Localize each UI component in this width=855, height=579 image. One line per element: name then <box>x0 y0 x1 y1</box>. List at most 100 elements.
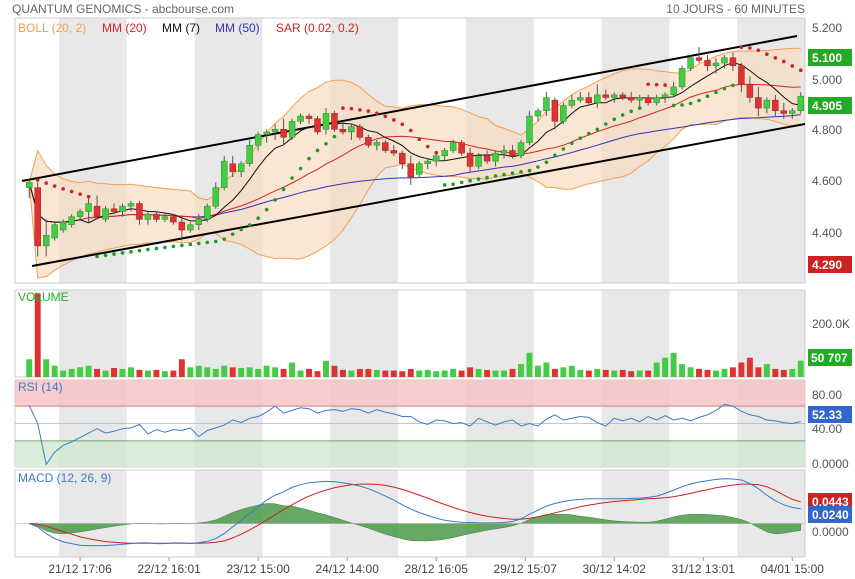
candle-body <box>729 57 737 66</box>
volume-bar <box>373 369 380 377</box>
candle-body <box>449 142 457 151</box>
volume-bar <box>670 352 677 377</box>
sar-dot <box>527 168 532 173</box>
sar-dot <box>315 148 320 153</box>
candle-body <box>51 224 58 239</box>
sar-dot <box>654 82 659 87</box>
legend-mm20: MM (20) <box>102 21 147 35</box>
price-high-value: 5.100 <box>812 51 842 65</box>
volume-bar <box>34 293 41 377</box>
volume-label: VOLUME <box>18 290 69 304</box>
volume-bar <box>763 364 770 377</box>
volume-bar <box>212 368 219 377</box>
sar-dot <box>78 192 82 196</box>
volume-bar <box>729 367 736 377</box>
sar-dot <box>697 98 701 103</box>
volume-bar <box>704 369 711 377</box>
candle-body <box>144 213 152 220</box>
candle-body <box>136 203 143 220</box>
sar-dot <box>230 232 235 236</box>
volume-bar <box>94 368 101 377</box>
volume-bar <box>780 369 787 377</box>
candle-body <box>500 150 508 154</box>
sar-dot <box>612 117 617 122</box>
sar-dot <box>731 83 735 88</box>
candle-body <box>322 113 330 130</box>
volume-bar <box>484 369 491 377</box>
panel-frame <box>14 289 806 378</box>
volume-bar <box>577 369 584 377</box>
price-tick: 4.400 <box>812 226 842 240</box>
candle-body <box>560 105 567 122</box>
rsi-tick: 40.00 <box>812 422 842 436</box>
sar-dot <box>307 156 311 161</box>
volume-panel <box>26 293 804 377</box>
candle-body <box>119 205 126 212</box>
legend-mm7: MM (7) <box>162 21 200 35</box>
candle-body <box>153 213 160 220</box>
candle-body <box>755 97 762 109</box>
candle-body <box>373 142 381 146</box>
sar-dot <box>129 249 133 254</box>
sar-dot <box>222 237 227 241</box>
day-stripe <box>194 290 263 377</box>
candle-body <box>76 211 84 217</box>
candle-body <box>93 205 101 217</box>
sar-dot <box>408 128 413 133</box>
candle-body <box>687 57 694 69</box>
sar-dot <box>680 103 684 107</box>
sar-dot <box>773 56 778 60</box>
volume-bar <box>204 367 211 377</box>
x-tick-label: 31/12 13:01 <box>672 562 736 576</box>
price-tick: 4.800 <box>812 123 842 137</box>
volume-bar <box>51 365 58 377</box>
volume-bar <box>43 359 50 377</box>
volume-bar <box>492 370 499 377</box>
sar-dot <box>756 48 761 53</box>
sar-dot <box>86 194 91 199</box>
volume-bar <box>365 368 372 377</box>
volume-bar <box>585 370 592 377</box>
volume-last-value: 50 707 <box>811 351 848 365</box>
volume-bar <box>467 367 474 377</box>
volume-bar <box>594 368 601 377</box>
sar-dot <box>476 177 481 181</box>
candle-body <box>305 115 313 119</box>
candle-body <box>763 99 771 109</box>
sar-dot <box>637 106 642 110</box>
candle-body <box>551 99 559 122</box>
volume-bar <box>696 368 702 377</box>
macd-label: MACD (12, 26, 9) <box>18 471 111 485</box>
volume-bar <box>721 368 728 377</box>
candle-body <box>619 94 626 98</box>
candle-body <box>102 208 109 220</box>
macd-last-tag <box>808 506 852 523</box>
volume-bar <box>280 368 287 377</box>
volume-bar <box>611 370 618 377</box>
candle-body <box>42 235 50 247</box>
volume-tick: 200.0K <box>812 317 850 331</box>
sar-dot <box>570 141 574 146</box>
volume-bar <box>178 359 185 377</box>
sar-dot <box>790 64 795 68</box>
sar-dot <box>714 90 718 95</box>
panel-frame <box>14 17 806 284</box>
candle-body <box>797 95 804 112</box>
sar-dot <box>154 246 159 251</box>
mm7-line <box>28 62 801 224</box>
volume-bar <box>399 371 406 377</box>
sar-dot <box>95 254 99 259</box>
volume-bar <box>111 367 117 377</box>
candle-body <box>695 57 703 61</box>
volume-bar <box>382 370 389 377</box>
candle-body <box>517 142 525 157</box>
candle-body <box>246 144 253 164</box>
day-stripe <box>330 290 399 377</box>
volume-bar <box>645 370 652 377</box>
chart-title: QUANTUM GENOMICS - abcbourse.com <box>12 2 234 16</box>
sar-dot <box>603 122 608 126</box>
volume-bar <box>424 369 431 377</box>
macd-line <box>29 478 801 547</box>
volume-bar <box>407 368 414 377</box>
x-tick-label: 21/12 17:06 <box>48 562 112 576</box>
